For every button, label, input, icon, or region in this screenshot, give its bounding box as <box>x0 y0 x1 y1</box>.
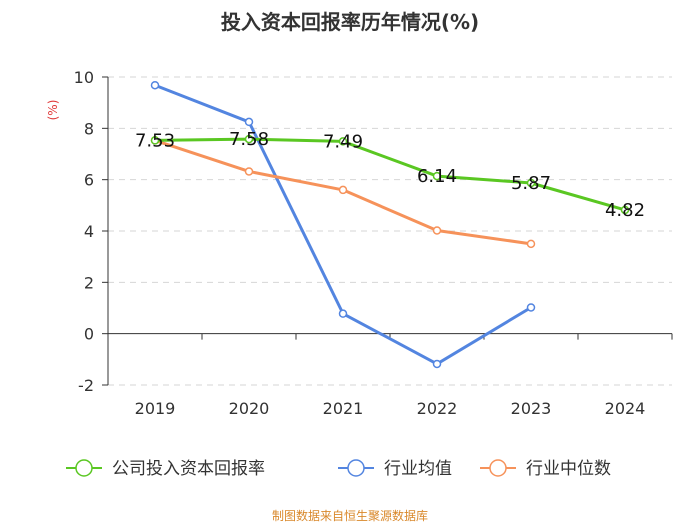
source-note: 制图数据来自恒生聚源数据库 <box>271 509 428 523</box>
data-label: 6.14 <box>417 166 457 187</box>
y-tick-label: 6 <box>84 171 94 190</box>
grid-lines <box>108 76 672 386</box>
data-point <box>338 137 348 146</box>
legend-marker <box>347 459 365 477</box>
data-point <box>150 80 160 90</box>
legend-item-2[interactable]: 行业中位数 <box>480 459 611 479</box>
y-tick-label: 8 <box>84 119 94 138</box>
x-tick-label: 2019 <box>135 399 176 418</box>
x-tick-label: 2024 <box>605 399 646 418</box>
data-point <box>244 134 254 144</box>
series-line <box>154 137 626 212</box>
data-point <box>526 303 536 312</box>
series-lines <box>150 80 630 369</box>
data-point <box>244 117 254 127</box>
data-label: 7.53 <box>135 130 175 151</box>
data-point <box>338 309 348 318</box>
series-line <box>154 83 532 366</box>
data-point <box>526 178 536 188</box>
legend-marker <box>489 459 507 477</box>
y-tick-label: -2 <box>78 376 94 395</box>
x-tick-label: 2020 <box>229 399 270 418</box>
data-point <box>432 171 442 181</box>
data-label: 5.87 <box>511 173 551 194</box>
y-tick-label: 2 <box>84 273 94 292</box>
data-point <box>338 185 348 195</box>
series-0 <box>150 134 630 215</box>
data-point <box>526 239 536 249</box>
y-axis-label: (%) <box>46 100 60 121</box>
y-tick-label: 0 <box>84 325 94 344</box>
legend-item-0[interactable]: 公司投入资本回报率 <box>66 459 265 479</box>
data-point <box>432 226 442 235</box>
data-label: 4.82 <box>605 200 645 221</box>
data-labels: 7.53 7.58 7.49 6.14 5.87 4.82 <box>135 129 645 221</box>
legend-label: 行业中位数 <box>526 459 611 479</box>
data-label: 7.58 <box>229 129 269 150</box>
x-tick-label: 2023 <box>511 399 552 418</box>
data-label: 7.49 <box>323 131 363 152</box>
data-point <box>244 167 254 176</box>
legend-marker <box>75 459 93 477</box>
legend[interactable]: 公司投入资本回报率 行业均值 行业中位数 <box>66 459 611 479</box>
y-tick-label: 4 <box>84 222 94 241</box>
legend-label: 行业均值 <box>384 459 452 479</box>
legend-item-1[interactable]: 行业均值 <box>338 459 452 479</box>
series-1 <box>150 80 536 369</box>
y-tick-label: 10 <box>74 68 94 87</box>
data-point <box>432 359 442 369</box>
data-point <box>620 205 630 215</box>
data-point <box>150 136 160 145</box>
x-tick-label: 2022 <box>417 399 458 418</box>
axes: 10 8 6 4 2 0 -2 2019 2020 2021 2022 2023 2024 <box>74 68 673 418</box>
x-tick-label: 2021 <box>323 399 364 418</box>
legend-label: 公司投入资本回报率 <box>112 459 265 479</box>
chart-title: 投入资本回报率历年情况(%) <box>220 10 480 34</box>
